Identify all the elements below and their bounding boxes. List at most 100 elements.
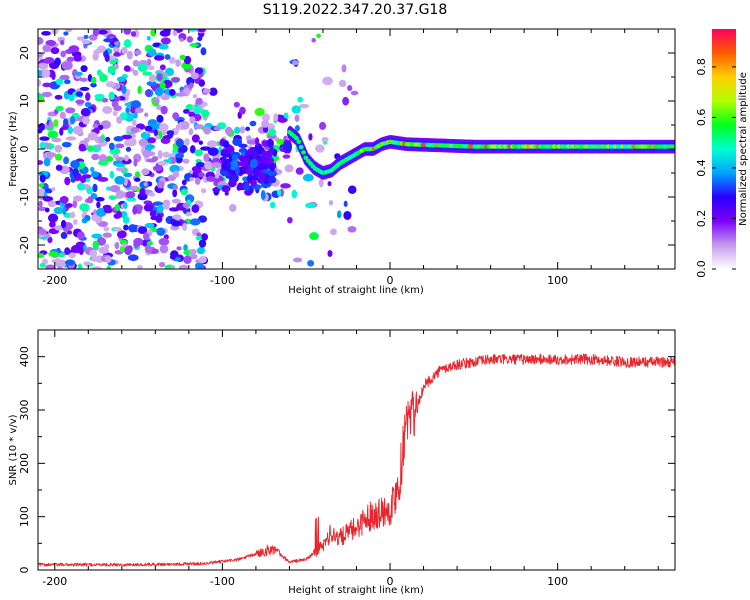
spectrogram-cell bbox=[74, 54, 80, 60]
spectrogram-cell bbox=[132, 59, 140, 67]
spectrogram-cell bbox=[47, 200, 56, 208]
spectrogram-cell bbox=[144, 222, 155, 229]
spectrogram-cell bbox=[280, 183, 291, 189]
spectrogram-cell bbox=[96, 69, 103, 77]
spectrogram-cell bbox=[51, 186, 56, 192]
spectrogram-cell bbox=[258, 162, 268, 172]
spectrogram-cell bbox=[204, 160, 213, 170]
spectrogram-cell bbox=[108, 91, 115, 101]
spectrogram-cell bbox=[158, 123, 169, 132]
spectrogram-cell bbox=[243, 182, 250, 192]
spectrogram-cell bbox=[48, 120, 53, 128]
spectrogram-cell bbox=[269, 163, 275, 172]
spectrogram-cell bbox=[154, 87, 164, 96]
spectrogram-cell bbox=[81, 217, 88, 224]
spectrogram-cell bbox=[115, 190, 125, 199]
snr-marks bbox=[38, 353, 675, 567]
spectrogram-cell bbox=[198, 239, 207, 248]
spectrogram-cell bbox=[183, 255, 192, 264]
spectrogram-cell bbox=[123, 65, 131, 72]
spectrogram-cell bbox=[190, 72, 200, 80]
spectrogram-cell bbox=[66, 56, 75, 62]
spectrogram-cell bbox=[64, 259, 76, 266]
spectrogram-cell bbox=[155, 135, 160, 140]
spectrogram-cell bbox=[109, 185, 121, 193]
spectrogram-y-tick-label: -10 bbox=[18, 188, 31, 206]
spectrogram-cell bbox=[125, 107, 130, 114]
spectrogram-cell bbox=[127, 254, 139, 261]
spectrogram-cell bbox=[198, 256, 207, 264]
spectrogram-cell bbox=[190, 254, 198, 260]
spectrogram-cell bbox=[137, 85, 142, 94]
spectrogram-cell bbox=[92, 240, 99, 250]
spectrogram-cell bbox=[347, 226, 357, 233]
spectrogram-cell bbox=[96, 144, 102, 149]
spectrogram-cell bbox=[72, 195, 83, 202]
spectrogram-cell bbox=[282, 154, 291, 159]
spectrogram-cell bbox=[246, 139, 258, 145]
spectrogram-cell bbox=[76, 182, 85, 191]
spectrogram-cell bbox=[70, 160, 80, 169]
spectrogram-cell bbox=[172, 170, 180, 178]
spectrogram-cell bbox=[211, 162, 222, 168]
spectrogram-cell bbox=[91, 233, 103, 239]
spectrogram-cell bbox=[108, 142, 115, 151]
snr-x-label: Height of straight line (km) bbox=[288, 585, 424, 596]
spectrogram-cell bbox=[115, 163, 126, 168]
colorbar-ticks: 0.0 0.2 0.4 0.6 0.8 bbox=[695, 58, 736, 278]
spectrogram-cell bbox=[159, 81, 166, 90]
spectrogram-cell bbox=[91, 255, 98, 262]
snr-y-tick-label: 100 bbox=[18, 506, 31, 527]
spectrogram-cell bbox=[194, 124, 204, 130]
colorbar-tick-label: 0.6 bbox=[695, 109, 708, 127]
spectrogram-cell bbox=[91, 266, 102, 269]
spectrogram-cell bbox=[86, 196, 94, 204]
spectrogram-cell bbox=[45, 264, 56, 269]
spectrogram-cell bbox=[59, 111, 66, 120]
spectrogram-cell bbox=[41, 30, 51, 36]
spectrogram-cell bbox=[83, 261, 92, 266]
spectrogram-cell bbox=[328, 199, 334, 206]
spectrogram-cell bbox=[200, 188, 207, 194]
spectrogram-cell bbox=[38, 128, 43, 134]
spectrogram-cell bbox=[158, 237, 170, 246]
spectrogram-cell bbox=[38, 183, 45, 188]
spectrogram-cell bbox=[84, 101, 92, 108]
spectrogram-cell bbox=[76, 231, 85, 240]
spectrogram-cell bbox=[112, 110, 118, 117]
spectrogram-cell bbox=[91, 153, 100, 161]
spectrogram-cell bbox=[60, 219, 67, 229]
spectrogram-cell bbox=[237, 161, 248, 166]
spectrogram-x-label: Height of straight line (km) bbox=[288, 285, 424, 296]
spectrogram-cell bbox=[64, 247, 71, 255]
spectrogram-cell bbox=[92, 123, 98, 129]
spectrogram-cell bbox=[139, 187, 146, 197]
spectrogram-cell bbox=[102, 106, 113, 114]
spectrogram-cell bbox=[114, 242, 120, 250]
spectrogram-cell bbox=[221, 185, 231, 193]
spectrogram-cell bbox=[50, 47, 60, 55]
spectrogram-cell bbox=[63, 118, 69, 126]
spectrogram-cell bbox=[307, 259, 315, 267]
spectrogram-cell bbox=[134, 49, 142, 56]
snr-axes: -200 -100 0 100 0 100 200 300 400 bbox=[18, 329, 676, 588]
spectrogram-cell bbox=[162, 151, 170, 158]
spectrogram-cell bbox=[250, 179, 257, 187]
spectrogram-cell bbox=[179, 54, 186, 61]
colorbar-tick-label: 0.2 bbox=[695, 210, 708, 228]
spectrogram-cell bbox=[295, 167, 304, 175]
spectrogram-cell bbox=[123, 224, 129, 231]
spectrogram-cell bbox=[51, 137, 62, 143]
spectrogram-cell bbox=[203, 126, 212, 135]
spectrogram-cell bbox=[121, 85, 127, 95]
spectrogram-cell bbox=[336, 210, 342, 219]
spectrogram-cell bbox=[250, 158, 258, 169]
spectrogram-cell bbox=[38, 160, 44, 165]
spectrogram-cell bbox=[169, 254, 176, 260]
spectrogram-x-tick-label: 100 bbox=[547, 274, 568, 287]
spectrogram-cell bbox=[157, 160, 168, 166]
spectrogram-cell bbox=[252, 167, 260, 178]
spectrogram-cell bbox=[327, 250, 333, 258]
snr-panel: -200 -100 0 100 0 100 200 300 400 Height of stra… bbox=[8, 329, 676, 596]
spectrogram-cell bbox=[245, 126, 251, 132]
